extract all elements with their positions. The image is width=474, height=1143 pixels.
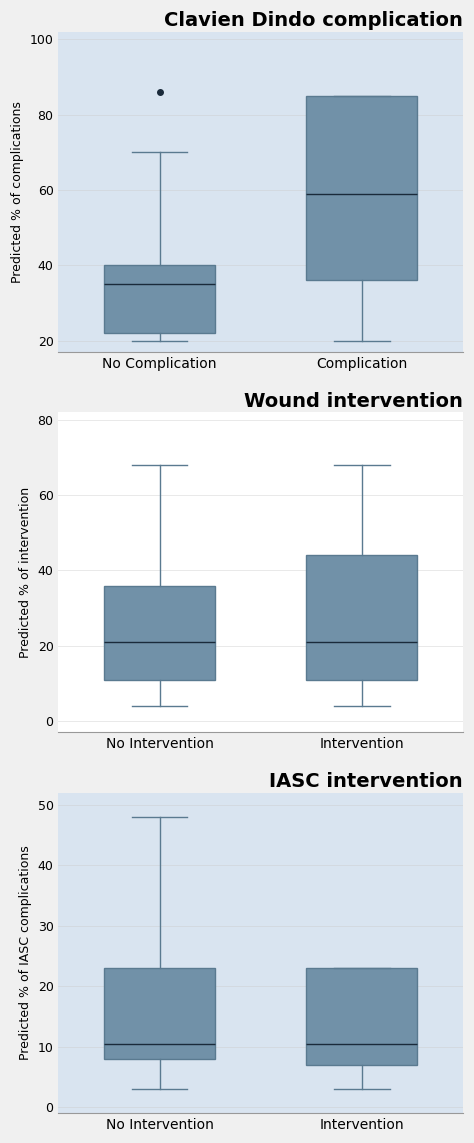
PathPatch shape bbox=[306, 96, 418, 280]
Y-axis label: Predicted % of IASC complications: Predicted % of IASC complications bbox=[19, 846, 32, 1061]
PathPatch shape bbox=[306, 968, 418, 1064]
PathPatch shape bbox=[104, 265, 215, 333]
PathPatch shape bbox=[306, 555, 418, 680]
Text: Wound intervention: Wound intervention bbox=[244, 392, 463, 410]
Text: Clavien Dindo complication: Clavien Dindo complication bbox=[164, 11, 463, 30]
Y-axis label: Predicted % of complications: Predicted % of complications bbox=[11, 101, 24, 282]
PathPatch shape bbox=[104, 585, 215, 680]
PathPatch shape bbox=[104, 968, 215, 1058]
Y-axis label: Predicted % of intervention: Predicted % of intervention bbox=[19, 487, 32, 658]
Text: IASC intervention: IASC intervention bbox=[269, 773, 463, 791]
